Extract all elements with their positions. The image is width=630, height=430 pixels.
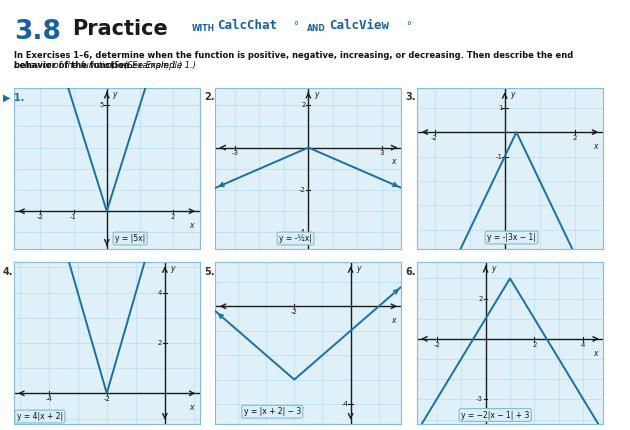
Text: x: x xyxy=(391,316,396,325)
Text: -2: -2 xyxy=(431,135,438,141)
Text: x: x xyxy=(190,403,194,412)
Text: -2: -2 xyxy=(37,214,44,220)
Text: 2: 2 xyxy=(302,102,306,108)
Text: -1: -1 xyxy=(495,154,502,160)
Text: -2: -2 xyxy=(299,187,306,193)
Text: -2: -2 xyxy=(433,342,440,348)
Text: y: y xyxy=(356,264,361,273)
Text: y: y xyxy=(491,264,496,273)
Text: 2.: 2. xyxy=(204,92,215,102)
Text: WITH: WITH xyxy=(192,24,215,33)
Text: 6.: 6. xyxy=(406,267,416,276)
Text: 4.: 4. xyxy=(3,267,13,276)
Text: 2: 2 xyxy=(479,295,483,301)
Text: x: x xyxy=(190,221,194,230)
Text: -4: -4 xyxy=(341,401,348,407)
Text: -3: -3 xyxy=(476,396,483,402)
Text: 2: 2 xyxy=(573,135,577,141)
Text: 4: 4 xyxy=(581,342,585,348)
Text: CalcView: CalcView xyxy=(329,19,389,32)
Text: -4: -4 xyxy=(45,396,52,402)
Text: y: y xyxy=(171,264,175,273)
Text: behavior of the function.   (See Example 1.): behavior of the function. (See Example 1… xyxy=(14,61,196,70)
Text: -2: -2 xyxy=(103,396,110,402)
Text: x: x xyxy=(391,157,396,166)
Text: 2: 2 xyxy=(158,340,163,346)
Text: y = -½x|: y = -½x| xyxy=(279,234,312,243)
Text: y = |x + 2| − 3: y = |x + 2| − 3 xyxy=(244,407,301,416)
Text: 5: 5 xyxy=(100,102,105,108)
Text: 1: 1 xyxy=(498,104,502,111)
Text: °: ° xyxy=(406,21,411,31)
Text: °: ° xyxy=(293,21,298,31)
Text: ▶ 1.: ▶ 1. xyxy=(3,92,24,102)
Text: 4: 4 xyxy=(158,289,163,295)
Text: Practice: Practice xyxy=(72,19,168,40)
Text: 2: 2 xyxy=(532,342,537,348)
Text: 2: 2 xyxy=(171,214,175,220)
Text: 3: 3 xyxy=(379,150,384,157)
Text: 3.8: 3.8 xyxy=(14,19,60,45)
Text: CalcChat: CalcChat xyxy=(217,19,277,32)
Text: behavior of the function.: behavior of the function. xyxy=(14,61,132,70)
Text: -3: -3 xyxy=(231,150,239,157)
Text: y: y xyxy=(510,90,515,99)
Text: 3.: 3. xyxy=(406,92,416,102)
Text: y = |5x|: y = |5x| xyxy=(115,234,146,243)
Text: In Exercises 1–6, determine when the function is positive, negative, increasing,: In Exercises 1–6, determine when the fun… xyxy=(14,51,573,60)
Text: y: y xyxy=(112,90,117,99)
Text: 5.: 5. xyxy=(204,267,215,276)
Text: y = -|3x − 1|: y = -|3x − 1| xyxy=(487,233,536,242)
Text: y: y xyxy=(314,90,318,99)
Text: -2: -2 xyxy=(291,309,298,315)
Text: -1: -1 xyxy=(70,214,77,220)
Text: -4: -4 xyxy=(299,230,306,236)
Text: AND: AND xyxy=(307,24,326,33)
Text: y = −2|x − 1| + 3: y = −2|x − 1| + 3 xyxy=(461,411,529,420)
Text: (See Example 1.): (See Example 1.) xyxy=(108,61,183,70)
Text: y = 4|x + 2|: y = 4|x + 2| xyxy=(17,412,63,421)
Text: x: x xyxy=(593,349,597,358)
Text: x: x xyxy=(593,142,597,151)
